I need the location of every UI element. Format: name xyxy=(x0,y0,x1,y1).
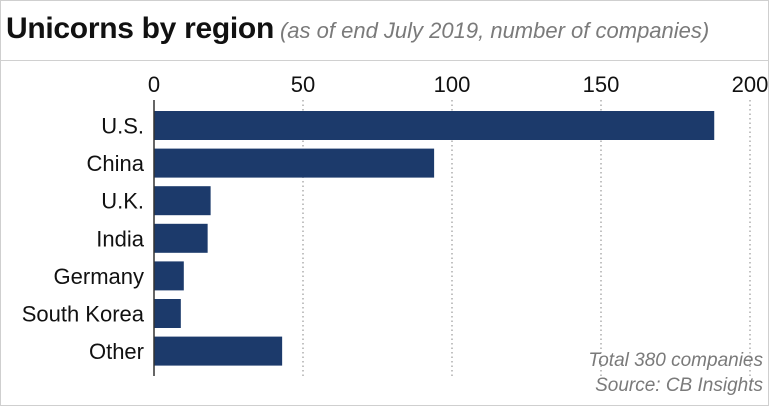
x-tick-label-50: 50 xyxy=(291,72,315,97)
x-tick-label-0: 0 xyxy=(148,72,160,97)
title-divider xyxy=(0,60,769,61)
bar-germany xyxy=(154,261,184,291)
source-note: Source: CB Insights xyxy=(595,375,763,396)
chart-subtitle: (as of end July 2019, number of companie… xyxy=(279,18,710,43)
category-label-china: China xyxy=(87,151,145,176)
gridlines xyxy=(302,100,751,376)
bar-china xyxy=(154,148,435,178)
chart-title: Unicorns by region xyxy=(6,12,274,45)
category-label-india: India xyxy=(96,226,144,251)
x-tick-label-200: 200 xyxy=(732,72,769,97)
title-row: Unicorns by region (as of end July 2019, … xyxy=(6,12,709,46)
x-tick-label-100: 100 xyxy=(434,72,471,97)
bar-india xyxy=(154,223,208,253)
total-note: Total 380 companies xyxy=(588,350,763,371)
category-label-u-k: U.K. xyxy=(101,189,144,214)
bar-u-s xyxy=(154,111,715,140)
bar-u-k xyxy=(154,186,211,216)
bar-other xyxy=(154,336,283,366)
category-label-south-korea: South Korea xyxy=(22,302,145,327)
bars xyxy=(154,111,715,366)
bar-south-korea xyxy=(154,299,181,328)
category-label-u-s: U.S. xyxy=(101,114,144,139)
category-label-other: Other xyxy=(89,339,144,364)
x-tick-label-150: 150 xyxy=(583,72,620,97)
category-labels: U.S. China U.K. India Germany South Korea Othe… xyxy=(22,114,145,365)
category-label-germany: Germany xyxy=(54,264,144,289)
x-axis-ticks: 0 50 100 150 200 xyxy=(148,72,768,97)
